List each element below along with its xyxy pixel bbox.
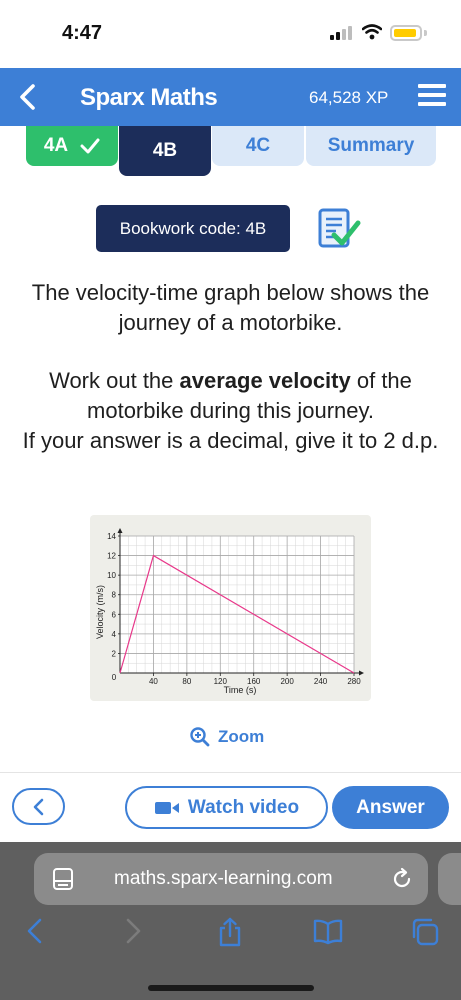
bookwork-code-badge: Bookwork code: 4B: [96, 205, 290, 252]
y-tick-label: 14: [107, 532, 116, 541]
y-axis-arrow: [117, 528, 123, 533]
share-icon[interactable]: [216, 917, 244, 947]
tab-4b-label: 4B: [152, 140, 178, 161]
y-tick-label: 6: [112, 610, 117, 619]
x-axis-arrow: [359, 670, 364, 676]
y-axis-label: Velocity (m/s): [95, 585, 105, 639]
x-tick-label: 120: [214, 677, 228, 686]
bookwork-check-icon[interactable]: [316, 207, 362, 253]
x-tick-label: 240: [314, 677, 328, 686]
watch-video-button[interactable]: Watch video: [125, 786, 328, 829]
velocity-time-graph[interactable]: 0 40 80 120 160 200 240 280 2 4 6 8 10 12 14 Time (s) …: [90, 515, 371, 701]
prompt-text-start: Work out the: [49, 368, 180, 393]
previous-button[interactable]: [12, 788, 65, 825]
address-bar[interactable]: maths.sparx-learning.com: [34, 853, 428, 905]
wifi-icon: [362, 24, 382, 40]
prompt-text-end: of the motorbike during this journey.: [87, 368, 412, 423]
battery-tip: [424, 30, 427, 36]
battery-icon: [390, 25, 422, 41]
y-tick-label: 12: [107, 552, 116, 561]
tab-4c[interactable]: 4C: [212, 126, 304, 166]
tab-summary[interactable]: Summary: [306, 126, 436, 166]
app-title: Sparx Maths: [80, 84, 218, 111]
next-tab-preview[interactable]: [438, 853, 461, 905]
x-axis-label: Time (s): [224, 685, 257, 695]
y-tick-label: 8: [112, 591, 117, 600]
page-menu-icon[interactable]: [52, 867, 74, 891]
bottom-action-bar: Watch video Answer: [0, 772, 461, 842]
tab-4a[interactable]: 4A: [26, 126, 118, 166]
answer-label: Answer: [356, 796, 425, 818]
watch-video-label: Watch video: [187, 796, 300, 818]
bookmarks-icon[interactable]: [312, 917, 344, 945]
status-bar: 4:47: [0, 0, 461, 68]
x-tick-label: 80: [182, 677, 191, 686]
chevron-left-icon: [33, 798, 43, 815]
browser-toolbar: maths.sparx-learning.com: [0, 842, 461, 1000]
cellular-signal-icon: [330, 26, 354, 40]
question-intro: The velocity-time graph below shows the …: [31, 280, 430, 335]
tab-summary-label: Summary: [327, 135, 415, 156]
zoom-link[interactable]: Zoom: [190, 725, 264, 749]
x-tick-label: 160: [247, 677, 261, 686]
browser-forward-icon[interactable]: [122, 917, 144, 945]
tab-4c-label: 4C: [245, 135, 271, 156]
home-indicator: [148, 985, 314, 991]
hamburger-menu-icon[interactable]: [418, 84, 446, 110]
xp-counter: 64,528 XP: [309, 88, 389, 107]
back-chevron-icon[interactable]: [14, 82, 44, 112]
url-text: maths.sparx-learning.com: [114, 868, 333, 889]
y-tick-label: 2: [112, 649, 117, 658]
x-tick-label: 280: [347, 677, 361, 686]
x-tick-label: 0: [112, 673, 117, 682]
tab-4a-label: 4A: [43, 135, 69, 156]
browser-back-icon[interactable]: [24, 917, 46, 945]
answer-button[interactable]: Answer: [332, 786, 449, 829]
question-prompt: Work out the average velocity of the mot…: [10, 366, 451, 456]
zoom-in-icon: [190, 727, 210, 747]
status-time: 4:47: [62, 22, 103, 44]
question-instruction: If your answer is a decimal, give it to …: [22, 428, 439, 453]
app-header: Sparx Maths 64,528 XP: [0, 68, 461, 126]
velocity-line: [119, 554, 355, 674]
prompt-bold-text: average velocity: [179, 368, 351, 393]
tabs-icon[interactable]: [410, 917, 440, 947]
video-camera-icon: [154, 801, 179, 814]
checkmark-icon: [80, 138, 100, 154]
y-tick-label: 10: [107, 571, 116, 580]
x-tick-label: 40: [149, 677, 158, 686]
tab-4b[interactable]: 4B: [119, 126, 211, 176]
zoom-label: Zoom: [218, 727, 265, 746]
reload-icon[interactable]: [390, 867, 414, 891]
x-tick-label: 200: [280, 677, 294, 686]
bookwork-code-label: Bookwork code: 4B: [119, 218, 267, 238]
y-tick-label: 4: [112, 630, 117, 639]
